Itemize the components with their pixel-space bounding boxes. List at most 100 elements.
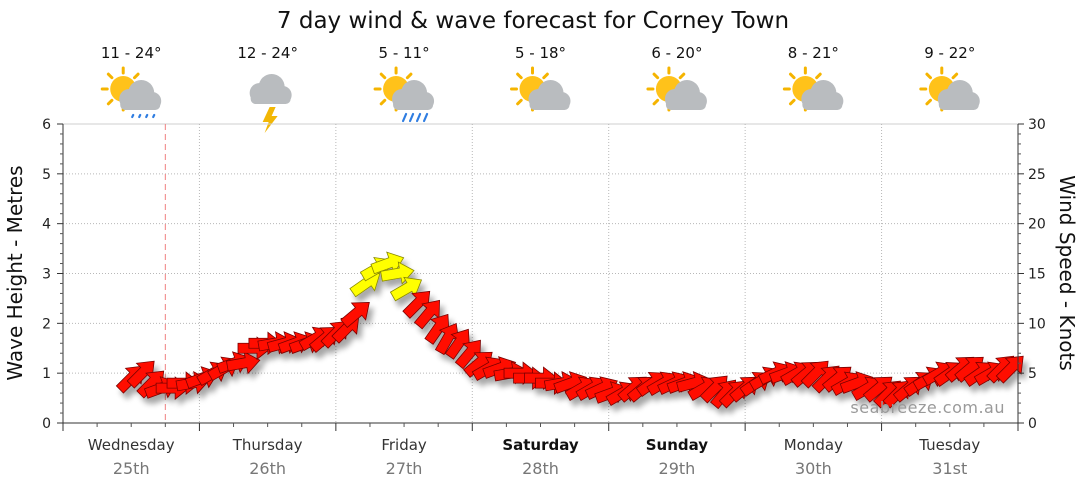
wind-arrow-shape bbox=[444, 328, 470, 360]
sun-ray bbox=[789, 72, 796, 80]
left-tick-label: 2 bbox=[42, 316, 51, 332]
right-axis-title: Wind Speed - Knots bbox=[1055, 175, 1079, 371]
rain-drop bbox=[401, 112, 408, 123]
temperature-range: 12 - 24° bbox=[237, 44, 298, 62]
sun-cloud-icon bbox=[782, 66, 844, 112]
sun-ray bbox=[106, 72, 114, 80]
sun-ray bbox=[652, 72, 660, 80]
day-label: Thursday bbox=[232, 436, 303, 454]
date-label: 31st bbox=[932, 459, 967, 478]
right-tick-label: 0 bbox=[1028, 416, 1037, 432]
chart-title: 7 day wind & wave forecast for Corney To… bbox=[277, 8, 789, 34]
sun-ray bbox=[405, 72, 413, 80]
wind-arrow bbox=[444, 328, 470, 360]
wind-arrow bbox=[389, 276, 423, 302]
left-tick-label: 1 bbox=[42, 366, 51, 382]
date-label: 30th bbox=[795, 459, 832, 478]
sun-cloud-icon bbox=[510, 66, 571, 112]
cloud-base bbox=[938, 99, 979, 110]
wind-arrow bbox=[340, 302, 370, 329]
day-label: Tuesday bbox=[918, 436, 980, 454]
date-label: 29th bbox=[659, 459, 696, 478]
wind-arrow-shape bbox=[126, 360, 155, 389]
right-tick-label: 15 bbox=[1028, 267, 1046, 283]
wind-arrow-shape bbox=[454, 339, 481, 370]
cloud-base bbox=[529, 99, 570, 110]
wind-arrow bbox=[995, 355, 1024, 384]
sun-ray bbox=[379, 72, 387, 80]
rain-drop bbox=[422, 112, 429, 123]
wind-arrow-shape bbox=[995, 355, 1024, 384]
cloud-lightning-icon bbox=[249, 74, 292, 133]
day-label: Sunday bbox=[646, 436, 709, 454]
sun-ray bbox=[925, 72, 932, 80]
sun-ray bbox=[925, 98, 932, 106]
temperature-range: 9 - 22° bbox=[924, 44, 975, 62]
right-tick-label: 5 bbox=[1028, 366, 1037, 382]
left-tick-label: 6 bbox=[42, 117, 51, 133]
cloud-shape bbox=[528, 80, 571, 110]
temperature-range: 5 - 18° bbox=[515, 44, 566, 62]
watermark: seabreeze.com.au bbox=[850, 398, 1005, 417]
sun-ray bbox=[951, 72, 959, 80]
sun-cloud-rain-icon bbox=[373, 66, 435, 123]
sun-ray bbox=[789, 98, 796, 106]
temperature-range: 11 - 24° bbox=[101, 44, 162, 62]
shower-drop bbox=[152, 113, 156, 119]
sun-ray bbox=[678, 72, 686, 80]
left-axis-title: Wave Height - Metres bbox=[3, 165, 27, 380]
shower-drop bbox=[138, 113, 142, 119]
cloud-shape bbox=[119, 80, 162, 110]
sun-cloud-icon bbox=[646, 66, 707, 112]
shower-drop bbox=[145, 113, 149, 119]
wind-arrow bbox=[126, 360, 155, 389]
lightning-bolt bbox=[262, 107, 278, 133]
left-tick-label: 0 bbox=[42, 416, 51, 432]
day-label: Saturday bbox=[502, 436, 579, 454]
rain-drop bbox=[415, 112, 422, 123]
right-tick-label: 25 bbox=[1028, 167, 1046, 183]
temperature-range: 5 - 11° bbox=[379, 44, 430, 62]
wind-arrow-shape bbox=[413, 299, 440, 330]
wind-arrow-shape bbox=[340, 302, 370, 329]
wind-arrow-shape bbox=[389, 276, 423, 302]
cloud-shape bbox=[937, 80, 980, 110]
temperature-range: 6 - 20° bbox=[651, 44, 702, 62]
cloud-shape bbox=[249, 74, 292, 104]
date-label: 27th bbox=[386, 459, 423, 478]
sun-ray bbox=[516, 98, 523, 106]
cloud-base bbox=[250, 93, 291, 104]
wind-arrow bbox=[454, 339, 481, 370]
cloud-shape bbox=[392, 80, 435, 110]
wind-arrow-shape bbox=[424, 313, 450, 345]
sun-ray bbox=[542, 72, 549, 80]
wind-arrow bbox=[225, 351, 261, 375]
cloud-base bbox=[393, 99, 434, 110]
wind-arrow-shape bbox=[225, 351, 261, 375]
shower-drop bbox=[131, 113, 135, 119]
sun-ray bbox=[516, 72, 523, 80]
rain-drop bbox=[408, 112, 415, 123]
date-label: 25th bbox=[113, 459, 150, 478]
sun-ray bbox=[133, 72, 140, 80]
sun-ray bbox=[379, 98, 387, 106]
sun-ray bbox=[106, 98, 114, 106]
cloud-shape bbox=[801, 80, 844, 110]
sun-cloud-icon bbox=[919, 66, 980, 112]
sun-ray bbox=[652, 98, 660, 106]
left-tick-label: 4 bbox=[42, 217, 51, 233]
sun-cloud-showers-icon bbox=[100, 66, 162, 119]
cloud-shape bbox=[664, 80, 707, 110]
cloud-base bbox=[802, 99, 843, 110]
date-label: 28th bbox=[522, 459, 559, 478]
left-tick-label: 3 bbox=[42, 267, 51, 283]
day-label: Friday bbox=[381, 436, 427, 454]
wind-arrow bbox=[424, 313, 450, 345]
wind-arrow-shape bbox=[402, 290, 431, 319]
sun-ray bbox=[815, 72, 822, 80]
left-tick-label: 5 bbox=[42, 167, 51, 183]
right-tick-label: 30 bbox=[1028, 117, 1046, 133]
right-tick-label: 10 bbox=[1028, 316, 1046, 332]
